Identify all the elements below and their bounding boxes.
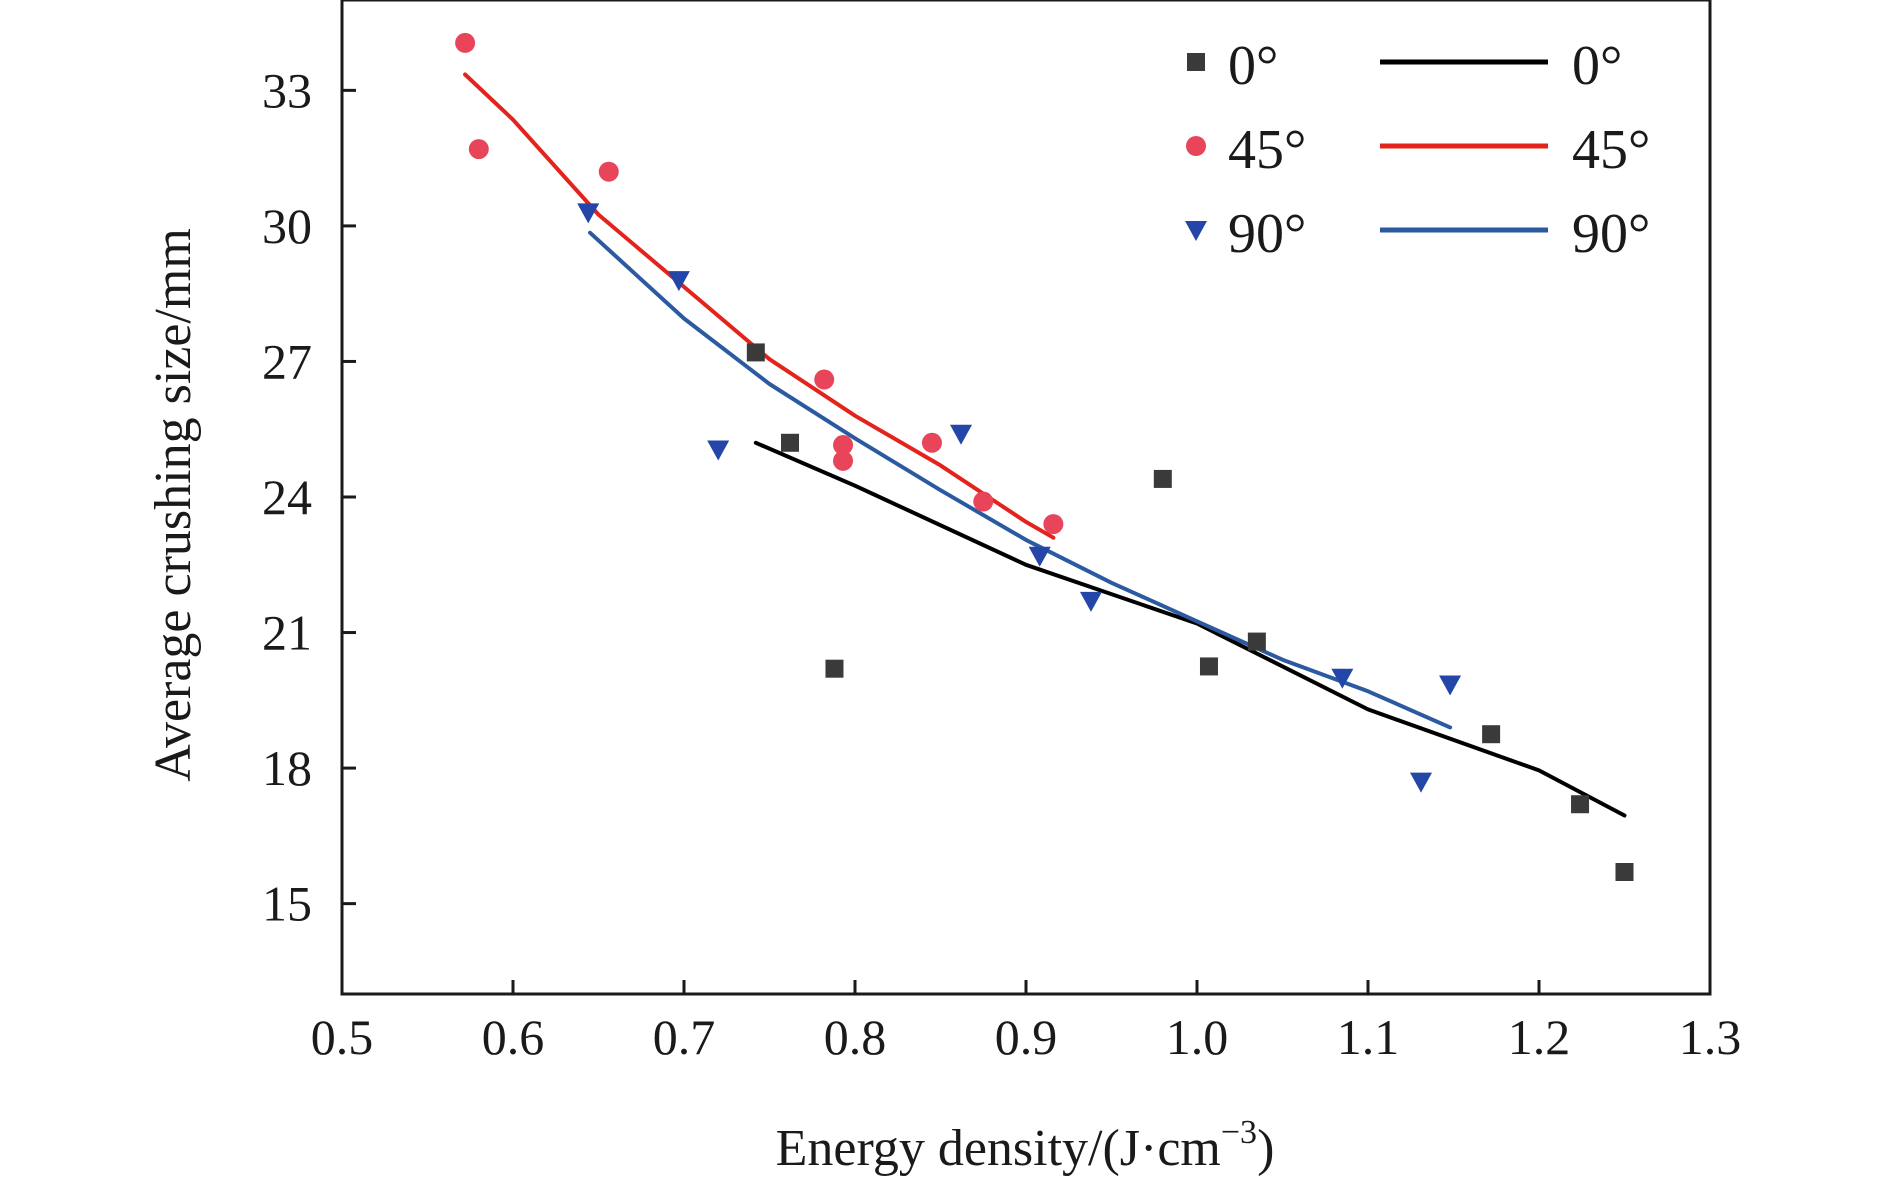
data-point-series-0 (1571, 795, 1590, 814)
data-point-series-2 (1028, 546, 1051, 567)
data-point-series-1 (468, 139, 489, 160)
legend-marker-0 (1187, 53, 1205, 71)
data-point-series-1 (455, 32, 476, 53)
x-tick-label: 1.2 (1508, 1009, 1571, 1065)
data-point-series-0 (1199, 657, 1218, 676)
legend-label-fit-1: 45° (1572, 119, 1650, 181)
x-tick-label: 1.1 (1337, 1009, 1400, 1065)
x-axis-title-sup: −3 (1221, 1114, 1257, 1151)
data-point-series-0 (1153, 469, 1172, 488)
x-axis: 0.5 0.6 0.7 0.8 0.9 1.0 1.1 1.2 1.3 (311, 980, 1742, 1065)
y-tick-label: 27 (262, 333, 312, 389)
data-point-series-0 (1247, 632, 1266, 651)
legend-label-points-1: 45° (1228, 119, 1306, 181)
data-point-series-0 (1482, 725, 1501, 744)
data-point-series-0 (1615, 863, 1634, 882)
data-point-series-1 (814, 369, 835, 390)
x-tick-label: 0.5 (311, 1009, 374, 1065)
fit-line-1 (463, 72, 1056, 540)
data-point-series-0 (781, 433, 800, 452)
data-point-series-2 (577, 203, 600, 224)
legend: 0° 45° 90° 0° 45° 90° (1185, 35, 1650, 265)
x-axis-title-end: ) (1257, 1120, 1274, 1177)
legend-label-fit-0: 0° (1572, 35, 1622, 97)
y-axis-title: Average crushing size/mm (145, 228, 202, 782)
y-tick-label: 30 (262, 198, 312, 254)
data-point-series-1 (833, 450, 854, 471)
legend-label-points-2: 90° (1228, 203, 1306, 265)
y-tick-label: 21 (262, 605, 312, 661)
data-point-series-1 (973, 491, 994, 512)
data-point-series-2 (1439, 675, 1462, 696)
data-point-series-1 (598, 161, 619, 182)
x-axis-title-main: Energy density/(J·cm (776, 1120, 1221, 1177)
x-tick-label: 1.3 (1679, 1009, 1742, 1065)
fit-lines (463, 72, 1627, 818)
y-tick-label: 18 (262, 740, 312, 796)
fit-line-2 (588, 230, 1453, 730)
data-point-series-1 (921, 432, 942, 453)
y-tick-label: 33 (262, 62, 312, 118)
legend-marker-2 (1185, 221, 1207, 241)
x-tick-label: 0.6 (482, 1009, 545, 1065)
x-axis-title: Energy density/(J·cm−3) (776, 1114, 1275, 1177)
data-point-series-0 (746, 343, 765, 362)
y-axis: 15 18 21 24 27 30 33 (262, 62, 356, 932)
data-point-series-2 (707, 440, 730, 461)
data-points (455, 32, 1634, 882)
x-tick-label: 0.8 (824, 1009, 887, 1065)
x-tick-label: 0.7 (653, 1009, 716, 1065)
fit-line-0 (753, 440, 1627, 818)
data-point-series-2 (667, 271, 690, 292)
data-point-series-1 (833, 435, 854, 456)
data-point-series-2 (1410, 772, 1433, 793)
legend-label-points-0: 0° (1228, 35, 1278, 97)
x-tick-label: 1.0 (1166, 1009, 1229, 1065)
data-point-series-2 (950, 424, 973, 445)
plot-frame (340, 0, 1712, 996)
x-tick-label: 0.9 (995, 1009, 1058, 1065)
data-point-series-2 (1079, 591, 1102, 612)
data-point-series-1 (1043, 514, 1064, 535)
y-tick-label: 15 (262, 876, 312, 932)
legend-label-fit-2: 90° (1572, 203, 1650, 265)
data-point-series-2 (1331, 668, 1354, 689)
legend-marker-1 (1186, 136, 1206, 156)
y-tick-label: 24 (262, 469, 312, 525)
data-point-series-0 (825, 659, 844, 678)
